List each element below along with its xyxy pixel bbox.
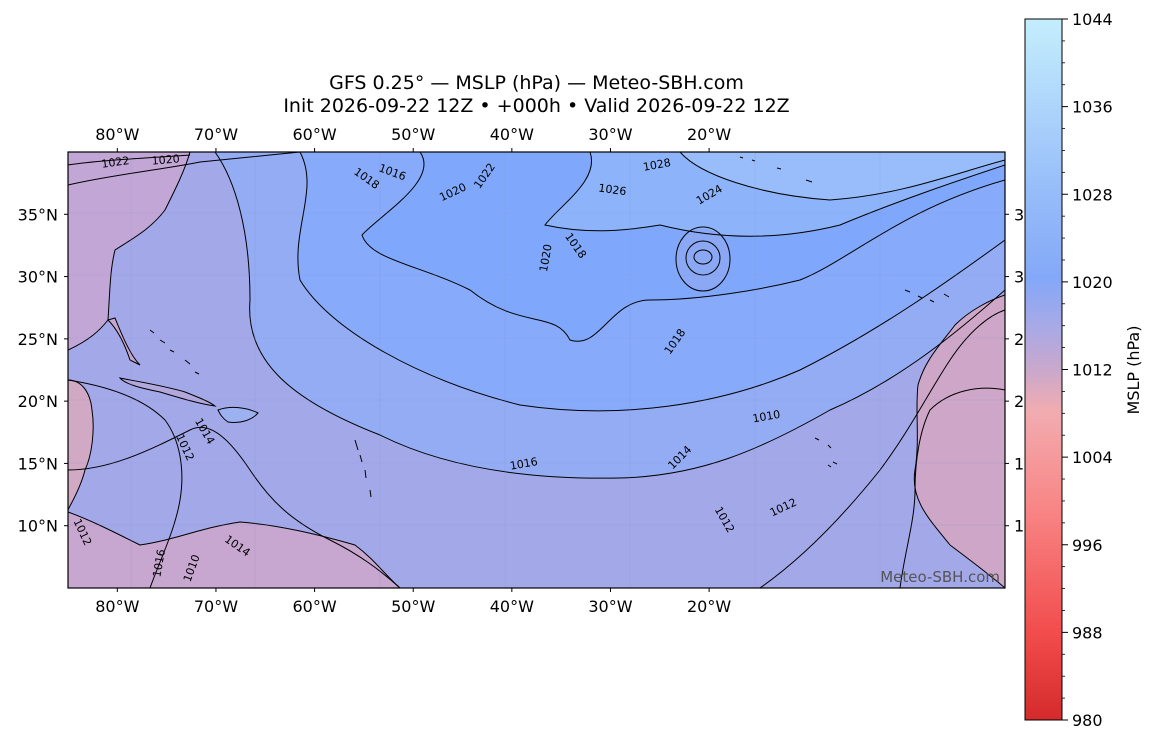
lon-tick-label-bottom: 40°W: [490, 597, 534, 616]
contour-label: 1028: [642, 156, 672, 174]
colorbar-ticks: 980 988 996 1004 1012 1020 1028 1036 1044: [1062, 10, 1113, 730]
canary-islands: [904, 289, 950, 303]
contour-label-text: 1016: [509, 455, 539, 473]
contour-label-text: 1020: [537, 243, 555, 273]
lon-tick-label-top: 60°W: [292, 125, 336, 144]
map-watermark: Meteo-SBH.com: [880, 568, 1000, 586]
lat-tick-label-right-partial: 3: [1014, 205, 1024, 224]
isobar-1022: [544, 152, 1005, 237]
lat-tick-label-right-partial: 1: [1014, 517, 1024, 536]
lat-tick-label-right-partial: 2: [1014, 392, 1024, 411]
isobar-low-mid: [685, 240, 721, 276]
contour-label-text: 1026: [598, 181, 628, 198]
lon-tick-label-bottom: 70°W: [194, 597, 238, 616]
lon-tick-label-bottom: 60°W: [292, 597, 336, 616]
axis-ticks: 80°W 80°W 70°W 70°W 60°W 60°W 50°W 50°W 40°W 40°W…: [18, 125, 1025, 616]
isobar-low-outer: [675, 226, 731, 292]
contour-label: 1010: [751, 408, 781, 426]
lat-tick-label-right-partial: 2: [1014, 330, 1024, 349]
islands: [149, 156, 950, 498]
bahamas: [149, 329, 200, 375]
isobar-lines: [68, 152, 1005, 588]
lesser-antilles: [354, 439, 372, 498]
colorbar-tick-label: 1012: [1072, 361, 1113, 380]
lat-tick-label-left: 10°N: [18, 517, 58, 536]
land-south-america: [68, 511, 401, 588]
colorbar-label: MSLP (hPa): [1124, 326, 1143, 415]
isobar-1014-africa: [759, 309, 1005, 588]
colorbar-tick-label: 1028: [1072, 185, 1113, 204]
isobar-1024: [679, 152, 1005, 201]
lon-tick-label-bottom: 50°W: [391, 597, 435, 616]
contour-label: 1022: [101, 154, 131, 171]
land-hispaniola: [217, 406, 259, 423]
lat-tick-label-left: 35°N: [18, 205, 58, 224]
isobar-north-coast-2: [68, 154, 191, 166]
map-frame: [67, 151, 1006, 589]
contour-label-text: 1010: [751, 408, 781, 426]
isobar-low-inner: [693, 249, 713, 265]
land-florida: [107, 317, 141, 366]
isobar-1016: [214, 152, 1005, 479]
isobar-1018: [297, 152, 1005, 412]
contour-label-text: 1022: [101, 154, 131, 171]
lon-tick-label-top: 70°W: [194, 125, 238, 144]
land-yucatan-central-america: [68, 379, 94, 511]
lon-tick-label-top: 50°W: [391, 125, 435, 144]
lon-tick-label-bottom: 80°W: [95, 597, 139, 616]
isobar-1014-caribbean: [68, 426, 401, 588]
lat-tick-label-left: 20°N: [18, 392, 58, 411]
contour-label: 1016: [509, 455, 539, 473]
lon-tick-label-top: 30°W: [588, 125, 632, 144]
lon-tick-label-bottom: 20°W: [687, 597, 731, 616]
lat-tick-label-right-partial: 3: [1014, 268, 1024, 287]
land-north-america: [68, 152, 191, 351]
land-cuba: [118, 377, 217, 407]
isobar-north-coast: [68, 152, 301, 186]
colorbar-tick-label: 1044: [1072, 10, 1113, 29]
contour-label: 1016: [150, 548, 168, 578]
colorbar-gradient: [1025, 19, 1062, 720]
colorbar-tick-label: 1004: [1072, 448, 1113, 467]
colorbar-tick-label: 1020: [1072, 273, 1113, 292]
lon-tick-label-bottom: 30°W: [588, 597, 632, 616]
azores: [739, 156, 813, 183]
colorbar-tick-label: 1036: [1072, 98, 1113, 117]
lon-tick-label-top: 40°W: [490, 125, 534, 144]
contour-label-text: 1016: [150, 548, 168, 578]
low-pressure-pocket: [675, 229, 731, 289]
colorbar-tick-label: 988: [1072, 623, 1103, 642]
lat-tick-label-left: 30°N: [18, 268, 58, 287]
graticule: [68, 152, 1005, 588]
contour-label-text: 1020: [151, 152, 180, 167]
map-title-line1: GFS 0.25° — MSLP (hPa) — Meteo-SBH.com: [329, 72, 744, 94]
lon-tick-label-top: 80°W: [95, 125, 139, 144]
isobar-1020: [361, 152, 1005, 342]
isobar-1012-africa: [899, 387, 1005, 588]
pressure-region-1024: [680, 152, 1005, 200]
lat-tick-label-left: 15°N: [18, 454, 58, 473]
contour-label: 1026: [598, 181, 628, 198]
map-title-line2: Init 2026-09-22 12Z • +000h • Valid 2026…: [283, 95, 790, 117]
land-africa: [913, 294, 1005, 588]
colorbar-tick-label: 996: [1072, 536, 1103, 555]
lon-tick-label-top: 20°W: [687, 125, 731, 144]
contour-label: 1020: [537, 243, 555, 273]
contour-label-text: 1028: [642, 156, 672, 174]
colorbar: 980 988 996 1004 1012 1020 1028 1036 1044 MSLP (…: [1024, 10, 1143, 730]
colorbar-tick-label: 980: [1072, 711, 1103, 730]
lat-tick-label-left: 25°N: [18, 330, 58, 349]
lat-tick-label-right-partial: 1: [1014, 454, 1024, 473]
contour-label: 1020: [151, 152, 180, 167]
cape-verde: [814, 437, 838, 468]
isobar-1012-caribbean: [68, 379, 183, 588]
